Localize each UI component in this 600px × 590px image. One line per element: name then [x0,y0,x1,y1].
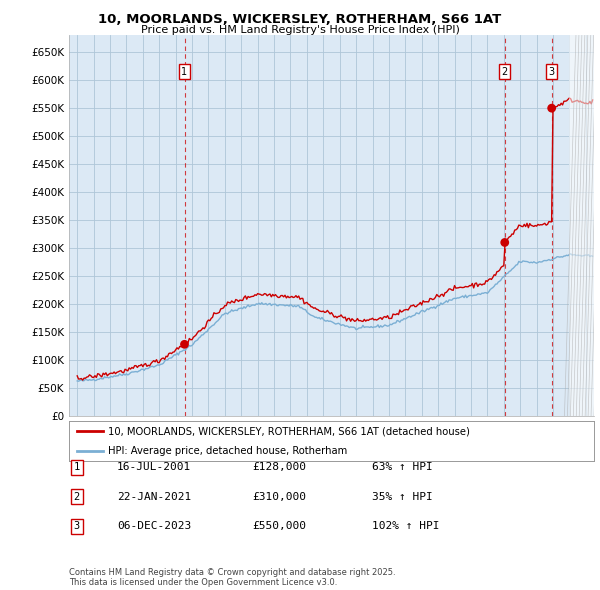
Text: 10, MOORLANDS, WICKERSLEY, ROTHERHAM, S66 1AT (detached house): 10, MOORLANDS, WICKERSLEY, ROTHERHAM, S6… [109,427,470,436]
Text: Contains HM Land Registry data © Crown copyright and database right 2025.
This d: Contains HM Land Registry data © Crown c… [69,568,395,587]
Point [500,238,509,247]
Text: £128,000: £128,000 [252,463,306,472]
Point [180,340,190,349]
Text: 1: 1 [181,67,188,77]
Text: £310,000: £310,000 [252,492,306,502]
Bar [569,35,600,416]
Text: £550,000: £550,000 [252,522,306,531]
Text: 3: 3 [74,522,80,531]
Text: 35% ↑ HPI: 35% ↑ HPI [372,492,433,502]
Text: 10, MOORLANDS, WICKERSLEY, ROTHERHAM, S66 1AT: 10, MOORLANDS, WICKERSLEY, ROTHERHAM, S6… [98,13,502,26]
Text: 2: 2 [502,67,508,77]
Text: 3: 3 [548,67,555,77]
Text: 06-DEC-2023: 06-DEC-2023 [117,522,191,531]
Text: 1: 1 [74,463,80,472]
Text: 102% ↑ HPI: 102% ↑ HPI [372,522,439,531]
Text: Price paid vs. HM Land Registry's House Price Index (HPI): Price paid vs. HM Land Registry's House … [140,25,460,35]
Text: 16-JUL-2001: 16-JUL-2001 [117,463,191,472]
Point [547,103,556,113]
Text: 22-JAN-2021: 22-JAN-2021 [117,492,191,502]
Text: HPI: Average price, detached house, Rotherham: HPI: Average price, detached house, Roth… [109,447,347,456]
Text: 63% ↑ HPI: 63% ↑ HPI [372,463,433,472]
Text: 2: 2 [74,492,80,502]
